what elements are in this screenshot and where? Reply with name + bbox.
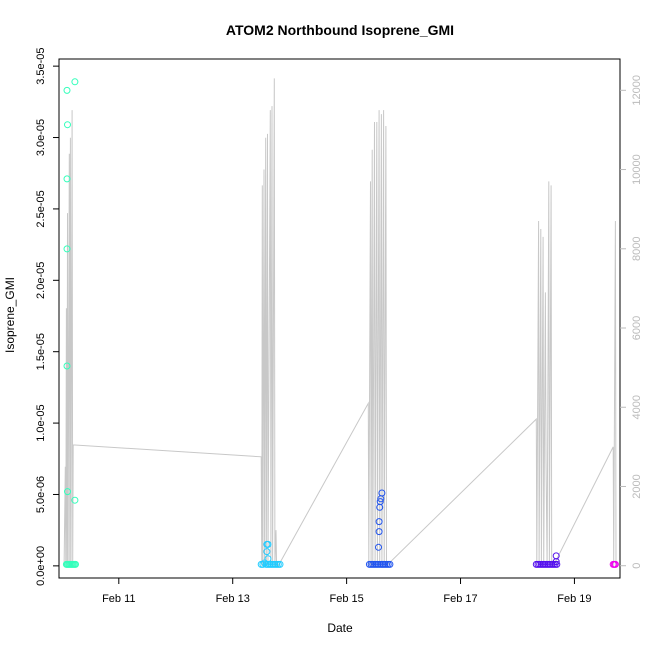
x-tick-label: Feb 11 (102, 593, 135, 605)
y-left-tick-label: 3.5e-05 (35, 47, 47, 84)
data-point (553, 560, 561, 568)
y-left-tick-label: 1.0e-05 (35, 404, 47, 441)
points-layer (62, 78, 619, 568)
data-point (63, 175, 71, 183)
y-left-tick-label: 5.0e-06 (35, 476, 47, 513)
data-point (375, 528, 383, 536)
y-right-tick-label: 8000 (631, 237, 643, 261)
y-right-tick-label: 12000 (631, 75, 643, 106)
y-right-tick-label: 2000 (631, 474, 643, 498)
data-point (375, 543, 382, 551)
secondary-series-line (63, 78, 617, 567)
y-right-tick-label: 4000 (631, 395, 643, 419)
data-point (72, 560, 79, 568)
y-right-tick-label: 10000 (631, 154, 643, 185)
data-point (63, 245, 71, 253)
plot-frame (58, 58, 621, 579)
data-point (276, 560, 284, 568)
data-point (375, 518, 383, 526)
data-point (63, 86, 71, 94)
x-tick-label: Feb 19 (557, 593, 591, 605)
data-point (71, 78, 79, 86)
data-point (63, 362, 71, 370)
data-point (71, 496, 79, 504)
data-point (386, 560, 394, 568)
y-left-tick-label: 0.0e+00 (35, 546, 47, 586)
y-axis-label: Isoprene_GMI (3, 277, 17, 353)
data-point (263, 548, 271, 556)
y-left-tick-label: 2.0e-05 (35, 262, 47, 299)
y-right-tick-label: 6000 (631, 316, 643, 340)
data-point (261, 559, 269, 567)
axes-layer: Feb 11 Feb 13 Feb 15 Feb 17 Feb 19 0.0e+00 5.0… (35, 47, 643, 605)
data-point (259, 560, 267, 568)
data-point (611, 560, 619, 568)
data-point (64, 121, 71, 129)
y-right-tick-label: 0 (631, 563, 643, 569)
x-tick-label: Feb 15 (329, 593, 363, 605)
y-left-tick-label: 3.0e-05 (35, 119, 47, 156)
x-tick-label: Feb 13 (216, 593, 250, 605)
data-point (377, 495, 385, 503)
data-point (64, 488, 71, 496)
data-point (376, 503, 384, 511)
x-tick-label: Feb 17 (443, 593, 477, 605)
x-axis-label: Date (327, 621, 353, 635)
y-left-tick-label: 1.5e-05 (35, 333, 47, 370)
data-point (264, 540, 272, 548)
secondary-line-layer (63, 78, 617, 567)
y-left-tick-label: 2.5e-05 (35, 190, 47, 227)
chart-title: ATOM2 Northbound Isoprene_GMI (226, 22, 454, 38)
